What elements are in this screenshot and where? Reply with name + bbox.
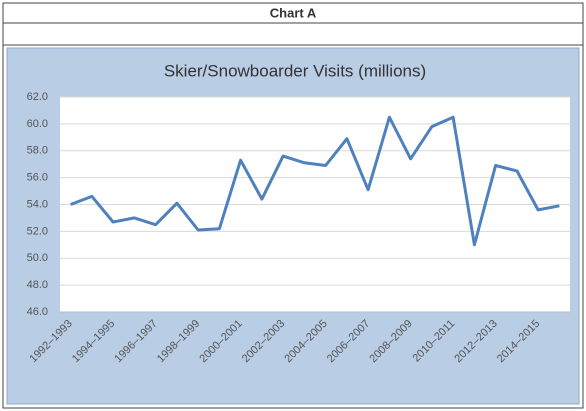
y-tick-label: 56.0 xyxy=(27,172,48,184)
chart-title: Skier/Snowboarder Visits (millions) xyxy=(164,61,426,80)
y-tick-label: 50.0 xyxy=(27,252,48,264)
y-tick-label: 48.0 xyxy=(27,279,48,291)
data-line xyxy=(70,115,560,247)
y-tick-label: 62.0 xyxy=(27,91,48,103)
y-tick-label: 52.0 xyxy=(27,225,48,237)
y-tick-label: 60.0 xyxy=(27,118,48,130)
y-tick-label: 46.0 xyxy=(27,306,48,318)
y-tick-label: 54.0 xyxy=(27,198,48,210)
empty-cell xyxy=(2,22,584,46)
header-title: Chart A xyxy=(270,5,317,20)
y-tick-label: 58.0 xyxy=(27,145,48,157)
